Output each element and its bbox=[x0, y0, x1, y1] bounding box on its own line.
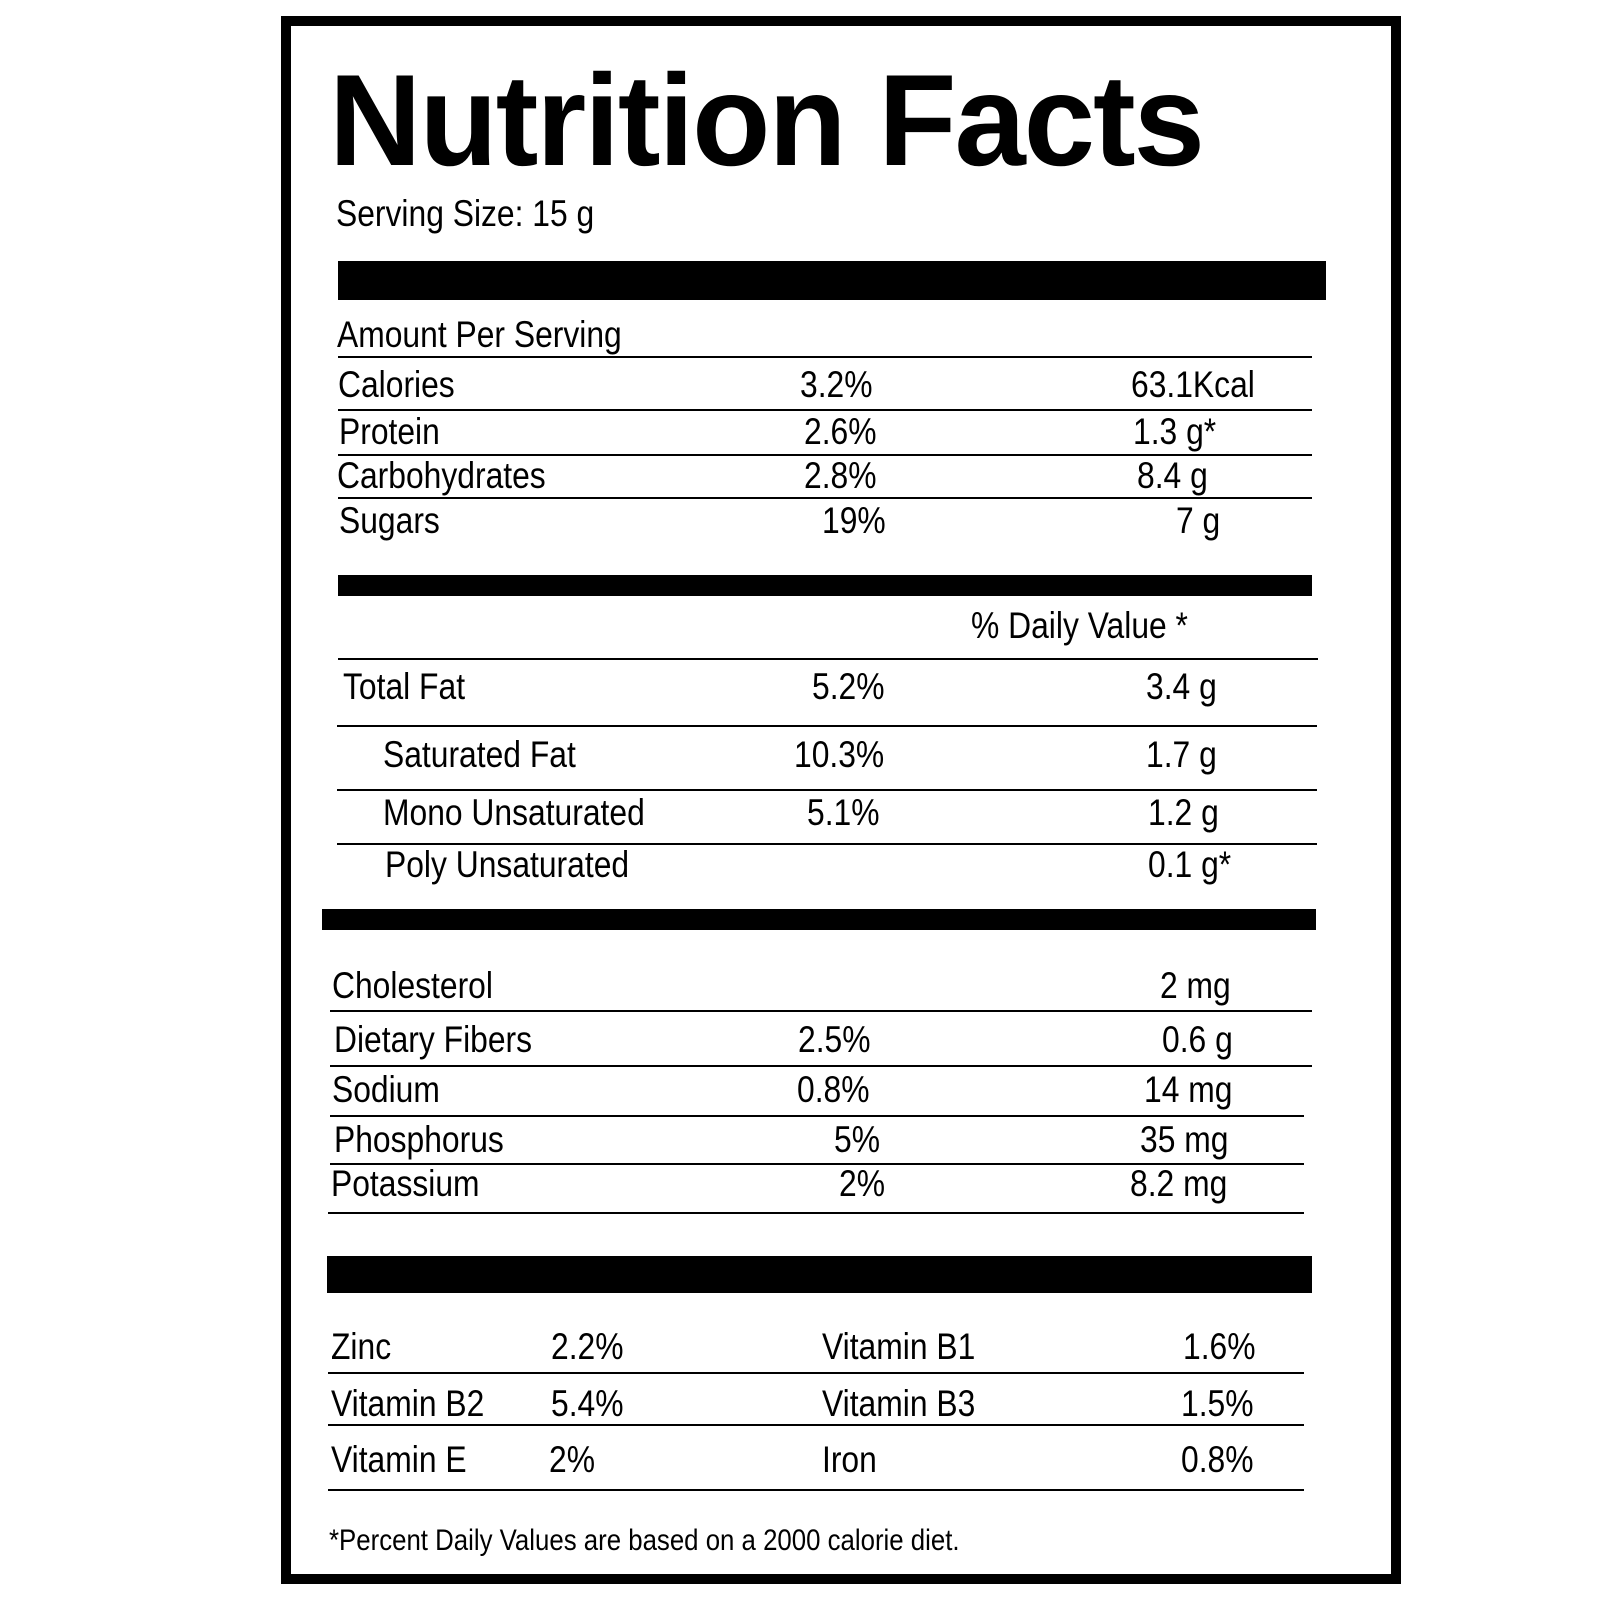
saturated-fat-label: Saturated Fat bbox=[383, 734, 576, 775]
iron-percent: 0.8% bbox=[1181, 1439, 1254, 1480]
potassium-percent: 2% bbox=[839, 1163, 885, 1204]
total-fat-amount: 3.4 g bbox=[1146, 666, 1217, 707]
row-divider bbox=[328, 1372, 1304, 1374]
row-divider bbox=[337, 843, 1317, 845]
potassium-label: Potassium bbox=[331, 1163, 480, 1204]
footnote: *Percent Daily Values are based on a 200… bbox=[329, 1524, 960, 1557]
total-fat-percent: 5.2% bbox=[812, 666, 885, 707]
vitamin-b2-percent: 5.4% bbox=[551, 1383, 624, 1424]
cholesterol-amount: 2 mg bbox=[1160, 965, 1231, 1006]
thick-divider-3 bbox=[322, 909, 1316, 930]
calories-label: Calories bbox=[338, 364, 455, 405]
sugars-percent: 19% bbox=[822, 500, 886, 541]
row-divider bbox=[328, 1424, 1304, 1426]
carbohydrates-amount: 8.4 g bbox=[1137, 455, 1208, 496]
protein-label: Protein bbox=[339, 411, 440, 452]
saturated-fat-percent: 10.3% bbox=[794, 734, 885, 775]
phosphorus-percent: 5% bbox=[834, 1119, 880, 1160]
sodium-percent: 0.8% bbox=[797, 1069, 870, 1110]
row-divider bbox=[338, 497, 1312, 499]
carbohydrates-label: Carbohydrates bbox=[337, 455, 546, 496]
mono-unsaturated-label: Mono Unsaturated bbox=[383, 792, 645, 833]
protein-percent: 2.6% bbox=[804, 411, 877, 452]
vitamin-b1-percent: 1.6% bbox=[1183, 1326, 1256, 1367]
amount-per-serving-heading: Amount Per Serving bbox=[337, 314, 622, 355]
saturated-fat-amount: 1.7 g bbox=[1146, 734, 1217, 775]
row-divider bbox=[328, 1489, 1304, 1491]
row-divider bbox=[338, 356, 1312, 358]
row-divider bbox=[338, 658, 1318, 660]
phosphorus-amount: 35 mg bbox=[1140, 1119, 1229, 1160]
vitamin-b3-label: Vitamin B3 bbox=[822, 1383, 976, 1424]
row-divider bbox=[328, 1212, 1304, 1214]
thick-divider-1 bbox=[338, 261, 1326, 300]
vitamin-e-percent: 2% bbox=[549, 1439, 595, 1480]
sodium-amount: 14 mg bbox=[1144, 1069, 1233, 1110]
dietary-fibers-percent: 2.5% bbox=[798, 1019, 871, 1060]
iron-label: Iron bbox=[822, 1439, 877, 1480]
row-divider bbox=[330, 1010, 1312, 1012]
dietary-fibers-label: Dietary Fibers bbox=[334, 1019, 533, 1060]
row-divider bbox=[337, 789, 1317, 791]
calories-amount: 63.1Kcal bbox=[1131, 364, 1255, 405]
row-divider bbox=[338, 409, 1312, 411]
sugars-amount: 7 g bbox=[1176, 500, 1221, 541]
daily-value-heading: % Daily Value * bbox=[971, 605, 1188, 646]
vitamin-b2-label: Vitamin B2 bbox=[331, 1383, 485, 1424]
calories-percent: 3.2% bbox=[800, 364, 873, 405]
serving-size: Serving Size: 15 g bbox=[336, 193, 595, 234]
total-fat-label: Total Fat bbox=[343, 666, 466, 707]
row-divider bbox=[330, 1163, 1304, 1165]
sodium-label: Sodium bbox=[332, 1069, 440, 1110]
thick-divider-2 bbox=[338, 575, 1312, 596]
row-divider bbox=[330, 1115, 1304, 1117]
protein-amount: 1.3 g* bbox=[1133, 411, 1217, 452]
potassium-amount: 8.2 mg bbox=[1130, 1163, 1228, 1204]
mono-unsaturated-percent: 5.1% bbox=[807, 792, 880, 833]
row-divider bbox=[338, 454, 1312, 456]
vitamin-e-label: Vitamin E bbox=[331, 1439, 467, 1480]
cholesterol-label: Cholesterol bbox=[332, 965, 493, 1006]
poly-unsaturated-label: Poly Unsaturated bbox=[385, 844, 630, 885]
zinc-percent: 2.2% bbox=[551, 1326, 624, 1367]
phosphorus-label: Phosphorus bbox=[334, 1119, 504, 1160]
sugars-label: Sugars bbox=[339, 500, 440, 541]
page-title: Nutrition Facts bbox=[329, 47, 1205, 193]
zinc-label: Zinc bbox=[331, 1326, 392, 1367]
dietary-fibers-amount: 0.6 g bbox=[1162, 1019, 1233, 1060]
thick-divider-4 bbox=[327, 1256, 1312, 1293]
poly-unsaturated-amount: 0.1 g* bbox=[1148, 844, 1232, 885]
row-divider bbox=[330, 1065, 1312, 1067]
carbohydrates-percent: 2.8% bbox=[804, 455, 877, 496]
vitamin-b3-percent: 1.5% bbox=[1181, 1383, 1254, 1424]
mono-unsaturated-amount: 1.2 g bbox=[1148, 792, 1219, 833]
row-divider bbox=[337, 725, 1317, 727]
vitamin-b1-label: Vitamin B1 bbox=[822, 1326, 976, 1367]
